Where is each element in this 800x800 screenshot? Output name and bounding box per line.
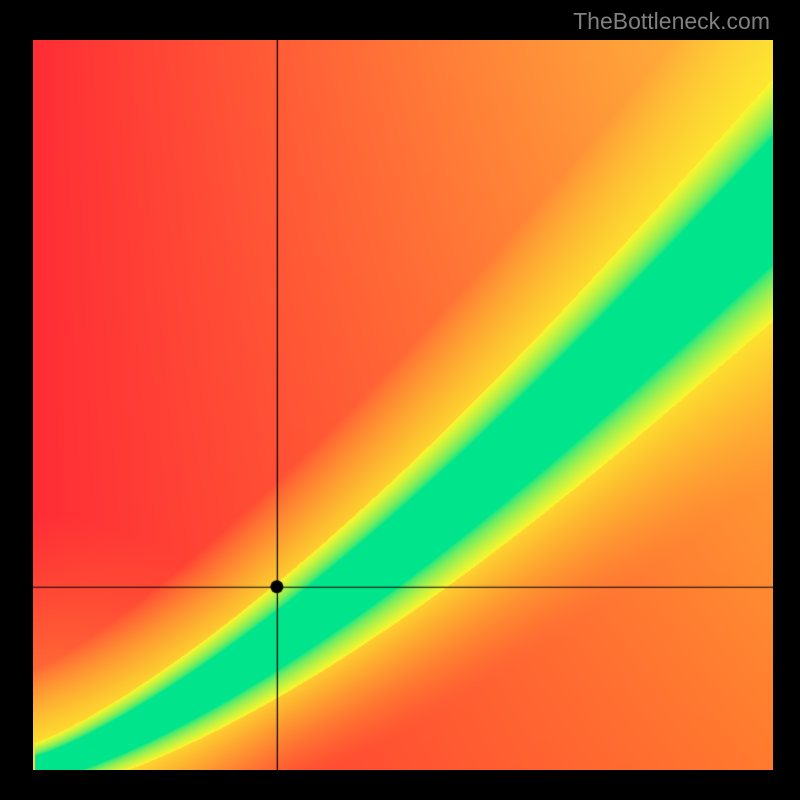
heatmap-plot [33, 40, 773, 770]
heatmap-canvas [33, 40, 773, 770]
watermark-label: TheBottleneck.com [573, 8, 770, 35]
chart-container: TheBottleneck.com [0, 0, 800, 800]
